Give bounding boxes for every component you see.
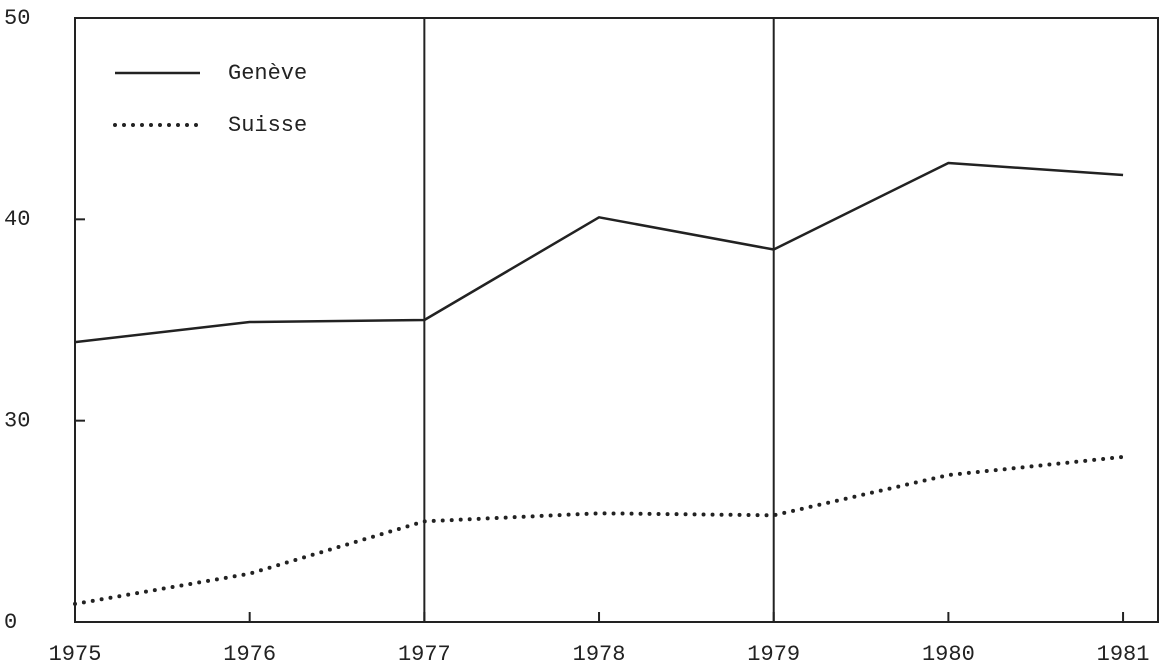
line-series xyxy=(74,161,1124,344)
x-tick-label: 1977 xyxy=(398,642,451,667)
x-tick-label: 1978 xyxy=(573,642,626,667)
x-tick-label: 1976 xyxy=(223,642,276,667)
y-tick-label: 30 xyxy=(4,408,30,433)
y-tick-label: 0 xyxy=(4,610,17,635)
x-tick-label: 1980 xyxy=(922,642,975,667)
line-series xyxy=(73,454,1126,606)
y-tick-label: 50 xyxy=(4,6,30,31)
legend-label: Suisse xyxy=(228,113,307,138)
x-tick-label: 1975 xyxy=(49,642,102,667)
x-tick-label: 1981 xyxy=(1097,642,1150,667)
legend-label: Genève xyxy=(228,61,307,86)
y-tick-label: 40 xyxy=(4,207,30,232)
x-tick-label: 1979 xyxy=(747,642,800,667)
plot-frame xyxy=(74,17,1159,623)
